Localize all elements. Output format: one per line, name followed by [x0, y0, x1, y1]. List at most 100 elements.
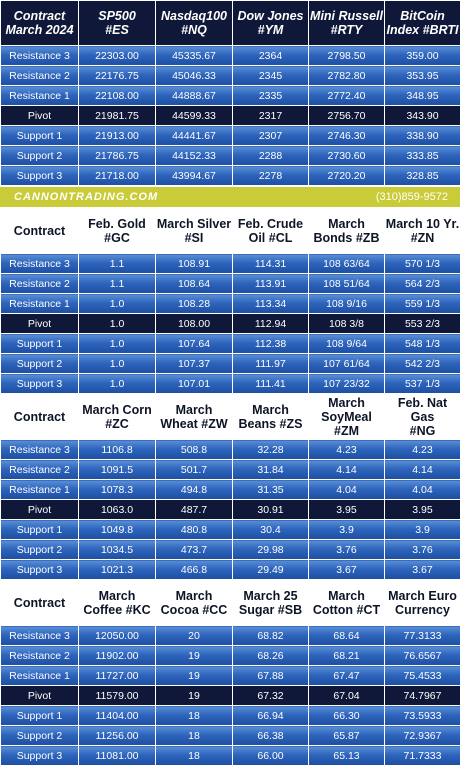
level-value: 501.7 [155, 459, 233, 480]
level-row-resistance-1: Resistance 1 22108.00 44888.67 2335 2772.40 3… [0, 85, 460, 106]
level-value: 68.64 [308, 625, 385, 646]
level-value: 65.87 [308, 725, 385, 746]
level-value: 112.38 [232, 333, 309, 354]
row-label: Support 2 [0, 539, 79, 560]
level-row-pivot: Pivot 11579.00 19 67.32 67.04 74.7967 [0, 685, 460, 706]
level-value: 107.01 [155, 373, 233, 394]
level-value: 68.82 [232, 625, 309, 646]
level-value: 2307 [232, 125, 309, 146]
level-value: 4.23 [308, 439, 385, 460]
level-row-support-2: Support 2 11256.00 18 66.38 65.87 72.9367 [0, 725, 460, 746]
column-header: March Bonds #ZB [308, 208, 385, 254]
level-value: 107.64 [155, 333, 233, 354]
levels-table-3: Contract March Corn #ZC March Wheat #ZW Mar… [0, 394, 460, 580]
level-value: 73.5933 [384, 705, 460, 726]
level-value: 29.49 [232, 559, 309, 580]
level-value: 71.7333 [384, 745, 460, 766]
column-header: March Cotton #CT [308, 580, 385, 626]
level-value: 74.7967 [384, 685, 460, 706]
header-row: Contract March Corn #ZC March Wheat #ZW Mar… [0, 394, 460, 440]
level-row-support-2: Support 2 1034.5 473.7 29.98 3.76 3.76 [0, 539, 460, 560]
level-row-support-3: Support 3 11081.00 18 66.00 65.13 71.7333 [0, 745, 460, 766]
level-value: 480.8 [155, 519, 233, 540]
contract-header: Contract [0, 208, 79, 254]
level-value: 12050.00 [78, 625, 156, 646]
level-value: 3.76 [384, 539, 460, 560]
row-label: Support 1 [0, 519, 79, 540]
level-value: 1021.3 [78, 559, 156, 580]
level-value: 22303.00 [78, 45, 156, 66]
level-value: 66.00 [232, 745, 309, 766]
level-value: 1063.0 [78, 499, 156, 520]
level-row-support-1: Support 1 21913.00 44441.67 2307 2746.30 338.… [0, 125, 460, 146]
level-row-resistance-2: Resistance 2 11902.00 19 68.26 68.21 76.6567 [0, 645, 460, 666]
level-value: 466.8 [155, 559, 233, 580]
level-value: 111.41 [232, 373, 309, 394]
level-value: 21786.75 [78, 145, 156, 166]
level-row-resistance-1: Resistance 1 1078.3 494.8 31.35 4.04 4.04 [0, 479, 460, 500]
level-value: 111.97 [232, 353, 309, 374]
level-value: 22176.75 [78, 65, 156, 86]
level-value: 11081.00 [78, 745, 156, 766]
level-value: 359.00 [384, 45, 460, 66]
level-value: 108 9/64 [308, 333, 385, 354]
level-value: 21718.00 [78, 165, 156, 186]
level-value: 107 23/32 [308, 373, 385, 394]
level-row-resistance-2: Resistance 2 1091.5 501.7 31.84 4.14 4.14 [0, 459, 460, 480]
level-value: 113.34 [232, 293, 309, 314]
level-value: 553 2/3 [384, 313, 460, 334]
level-value: 31.35 [232, 479, 309, 500]
column-header: March Coffee #KC [78, 580, 156, 626]
row-label: Support 3 [0, 373, 79, 394]
row-label: Support 1 [0, 705, 79, 726]
level-value: 107.37 [155, 353, 233, 374]
level-row-support-2: Support 2 1.0 107.37 111.97 107 61/64 542 2/3 [0, 353, 460, 374]
row-label: Resistance 2 [0, 65, 79, 86]
level-value: 3.67 [384, 559, 460, 580]
level-value: 3.9 [384, 519, 460, 540]
level-value: 108.00 [155, 313, 233, 334]
level-value: 66.38 [232, 725, 309, 746]
level-value: 353.95 [384, 65, 460, 86]
column-header: March Cocoa #CC [155, 580, 233, 626]
level-value: 18 [155, 705, 233, 726]
level-value: 348.95 [384, 85, 460, 106]
phone-number: (310)859-9572 [375, 191, 448, 203]
level-value: 1.0 [78, 313, 156, 334]
column-header: Mini Russell #RTY [308, 0, 385, 46]
level-value: 2278 [232, 165, 309, 186]
level-value: 3.95 [384, 499, 460, 520]
level-value: 1106.8 [78, 439, 156, 460]
level-value: 2756.70 [308, 105, 385, 126]
level-row-resistance-1: Resistance 1 11727.00 19 67.88 67.47 75.4533 [0, 665, 460, 686]
row-label: Support 1 [0, 125, 79, 146]
column-header: March SoyMeal #ZM [308, 394, 385, 440]
column-header: March Silver #SI [155, 208, 233, 254]
level-value: 537 1/3 [384, 373, 460, 394]
level-value: 1.1 [78, 273, 156, 294]
level-value: 19 [155, 665, 233, 686]
level-row-resistance-3: Resistance 3 12050.00 20 68.82 68.64 77.3133 [0, 625, 460, 646]
level-value: 31.84 [232, 459, 309, 480]
level-value: 3.67 [308, 559, 385, 580]
level-row-support-3: Support 3 21718.00 43994.67 2278 2720.20 328.… [0, 165, 460, 186]
level-value: 1091.5 [78, 459, 156, 480]
level-row-resistance-3: Resistance 3 22303.00 45335.67 2364 2798.50 3… [0, 45, 460, 66]
row-label: Support 2 [0, 145, 79, 166]
level-value: 2335 [232, 85, 309, 106]
level-row-support-1: Support 1 11404.00 18 66.94 66.30 73.5933 [0, 705, 460, 726]
column-header: March Beans #ZS [232, 394, 309, 440]
levels-table-4: Contract March Coffee #KC March Cocoa #CC M… [0, 580, 460, 766]
level-value: 108.91 [155, 253, 233, 274]
header-row: Contract March 2024 SP500 #ES Nasdaq100 #N… [0, 0, 460, 46]
level-row-support-2: Support 2 21786.75 44152.33 2288 2730.60 333.… [0, 145, 460, 166]
row-label: Resistance 1 [0, 479, 79, 500]
level-value: 75.4533 [384, 665, 460, 686]
level-value: 29.98 [232, 539, 309, 560]
level-value: 343.90 [384, 105, 460, 126]
cannon-trading-banner: CANNONTRADING.COM (310)859-9572 [0, 186, 460, 208]
level-value: 3.76 [308, 539, 385, 560]
level-value: 328.85 [384, 165, 460, 186]
level-value: 559 1/3 [384, 293, 460, 314]
